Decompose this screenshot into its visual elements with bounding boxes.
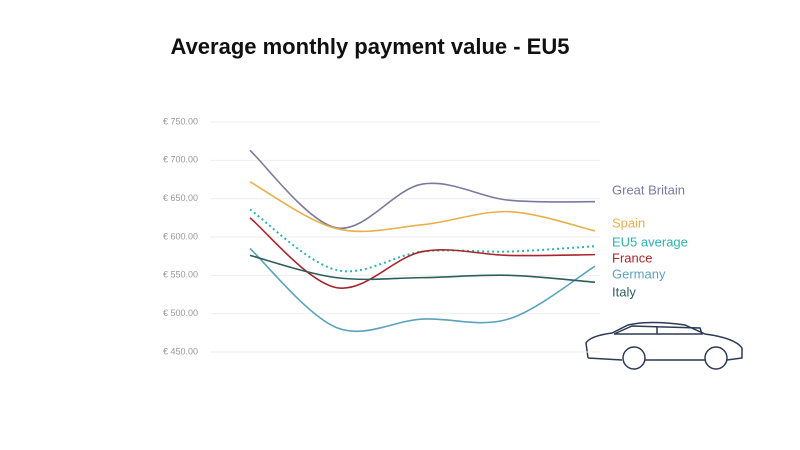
series-line <box>249 254 596 284</box>
chart-title: Average monthly payment value - EU5 <box>171 34 570 59</box>
y-tick-label: € 550.00 <box>163 270 198 280</box>
series-line <box>249 181 596 233</box>
y-tick-label: € 750.00 <box>163 116 198 126</box>
y-tick-label: € 700.00 <box>163 155 198 165</box>
y-tick-label: € 450.00 <box>163 346 198 356</box>
y-tick-label: € 600.00 <box>163 231 198 241</box>
car-icon <box>585 321 743 370</box>
legend-label: France <box>612 250 652 265</box>
y-tick-label: € 500.00 <box>163 308 198 318</box>
series-line <box>249 208 596 273</box>
series-line <box>249 149 596 229</box>
legend-label: Italy <box>612 284 636 299</box>
y-tick-label: € 650.00 <box>163 193 198 203</box>
legend-label: Germany <box>612 266 666 281</box>
series-line <box>249 247 596 333</box>
legend-label: Great Britain <box>612 182 685 197</box>
legend-label: EU5 average <box>612 234 688 249</box>
series-line <box>249 217 596 289</box>
legend-label: Spain <box>612 215 645 230</box>
